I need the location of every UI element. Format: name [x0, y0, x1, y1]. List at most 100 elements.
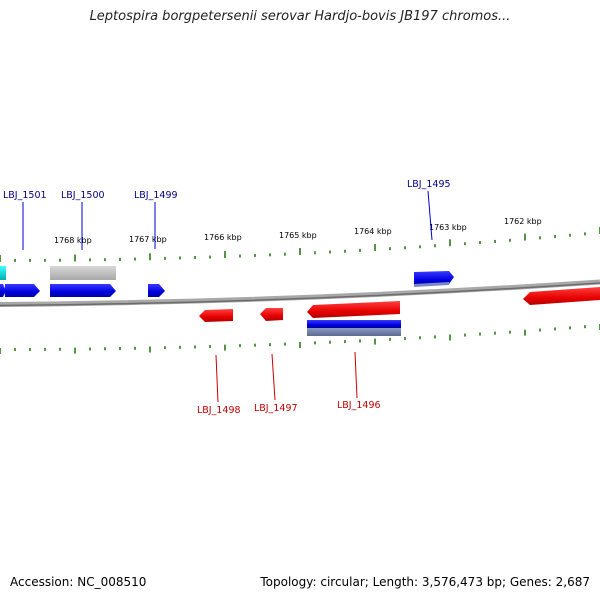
major-tick: [0, 255, 1, 262]
leader-lbj-1495: [427, 190, 433, 241]
major-tick: [524, 329, 526, 336]
minor-tick: [509, 238, 511, 242]
leader-lbj-1497: [271, 353, 276, 401]
chromosome-backbone: [0, 279, 600, 307]
gene-arrow-lbj-1500[interactable]: [50, 284, 116, 297]
major-tick: [374, 244, 376, 252]
accession-text: Accession: NC_008510: [10, 575, 147, 589]
scale-ticks-bottom: [0, 324, 600, 354]
gene-label-lbj-1498[interactable]: LBJ_1498: [197, 405, 241, 416]
gene-arrow-lbj-1495-base: [414, 282, 449, 287]
tick-label-1763: 1763 kbp: [429, 223, 467, 232]
minor-tick: [434, 244, 436, 248]
minor-tick: [89, 258, 91, 262]
gene-label-lbj-1496[interactable]: LBJ_1496: [337, 400, 381, 411]
tick-label-1768: 1768 kbp: [54, 236, 92, 245]
minor-tick: [344, 340, 346, 344]
gene-label-lbj-1495[interactable]: LBJ_1495: [407, 179, 451, 190]
minor-tick: [464, 333, 466, 337]
gene-arrow-lbj-1498[interactable]: [199, 309, 233, 322]
minor-tick: [254, 343, 256, 347]
major-tick: [74, 254, 76, 262]
leader-lbj-1496: [354, 351, 358, 399]
minor-tick: [179, 256, 181, 260]
steel-feature-under-1496[interactable]: [307, 328, 401, 336]
minor-tick: [104, 258, 106, 262]
minor-tick: [104, 347, 106, 351]
minor-tick: [44, 258, 46, 262]
major-tick: [149, 346, 151, 353]
major-tick: [524, 233, 526, 241]
tick-label-1765: 1765 kbp: [279, 231, 317, 240]
major-tick: [224, 344, 226, 351]
map-title: Leptospira borgpetersenii serovar Hardjo…: [89, 9, 511, 24]
gene-arrow-lbj-1502[interactable]: [0, 284, 6, 297]
gene-arrow-lbj-1494[interactable]: [523, 287, 600, 305]
gene-arrow-lbj-1496[interactable]: [307, 301, 400, 318]
minor-tick: [404, 246, 406, 250]
forward-feature-under-1496[interactable]: [307, 320, 401, 328]
minor-tick: [569, 233, 571, 237]
gene-label-lbj-1497[interactable]: LBJ_1497: [254, 403, 298, 414]
minor-tick: [239, 254, 241, 258]
major-tick: [449, 239, 451, 247]
minor-tick: [44, 347, 46, 351]
tick-label-1764: 1764 kbp: [354, 227, 392, 236]
minor-tick: [314, 251, 316, 255]
leader-lbj-1498: [215, 354, 219, 403]
gene-label-lbj-1499[interactable]: LBJ_1499: [134, 190, 178, 201]
gene-arrow-lbj-1501[interactable]: [5, 284, 40, 297]
gene-arrow-lbj-1497[interactable]: [260, 308, 283, 321]
major-tick: [299, 342, 301, 348]
gray-feature[interactable]: [50, 266, 116, 280]
gene-arrow-lbj-1499[interactable]: [148, 284, 165, 297]
minor-tick: [134, 257, 136, 261]
minor-tick: [479, 332, 481, 336]
minor-tick: [14, 258, 16, 262]
major-tick: [374, 338, 376, 345]
major-tick: [0, 348, 1, 354]
minor-tick: [539, 328, 541, 332]
major-tick: [149, 253, 151, 261]
minor-tick: [29, 258, 31, 262]
minor-tick: [119, 347, 121, 351]
minor-tick: [29, 347, 31, 351]
minor-tick: [434, 335, 436, 339]
minor-tick: [89, 347, 91, 351]
minor-tick: [269, 343, 271, 347]
minor-tick: [329, 340, 331, 344]
minor-tick: [254, 253, 256, 257]
minor-tick: [479, 241, 481, 245]
minor-tick: [584, 232, 586, 236]
minor-tick: [554, 235, 556, 239]
minor-tick: [494, 239, 496, 243]
tick-label-1767: 1767 kbp: [129, 235, 167, 244]
gene-label-lbj-1501[interactable]: LBJ_1501: [3, 190, 47, 201]
minor-tick: [389, 247, 391, 251]
cyan-feature[interactable]: [0, 266, 6, 280]
minor-tick: [584, 325, 586, 329]
minor-tick: [314, 341, 316, 345]
minor-tick: [494, 331, 496, 335]
minor-tick: [194, 345, 196, 349]
minor-tick: [329, 250, 331, 254]
topology-summary: Topology: circular; Length: 3,576,473 bp…: [260, 575, 590, 589]
minor-tick: [209, 345, 211, 349]
minor-tick: [344, 249, 346, 253]
minor-tick: [179, 345, 181, 349]
scale-ticks-top: [0, 227, 600, 262]
gene-label-lbj-1500[interactable]: LBJ_1500: [61, 190, 105, 201]
major-tick: [299, 248, 301, 255]
gene-arrow-lbj-1495[interactable]: [414, 271, 454, 286]
minor-tick: [119, 257, 121, 261]
minor-tick: [389, 337, 391, 341]
minor-tick: [59, 258, 61, 262]
minor-tick: [569, 326, 571, 330]
minor-tick: [359, 339, 361, 343]
minor-tick: [419, 245, 421, 249]
major-tick: [74, 347, 76, 354]
minor-tick: [554, 327, 556, 331]
minor-tick: [419, 336, 421, 340]
minor-tick: [209, 255, 211, 259]
